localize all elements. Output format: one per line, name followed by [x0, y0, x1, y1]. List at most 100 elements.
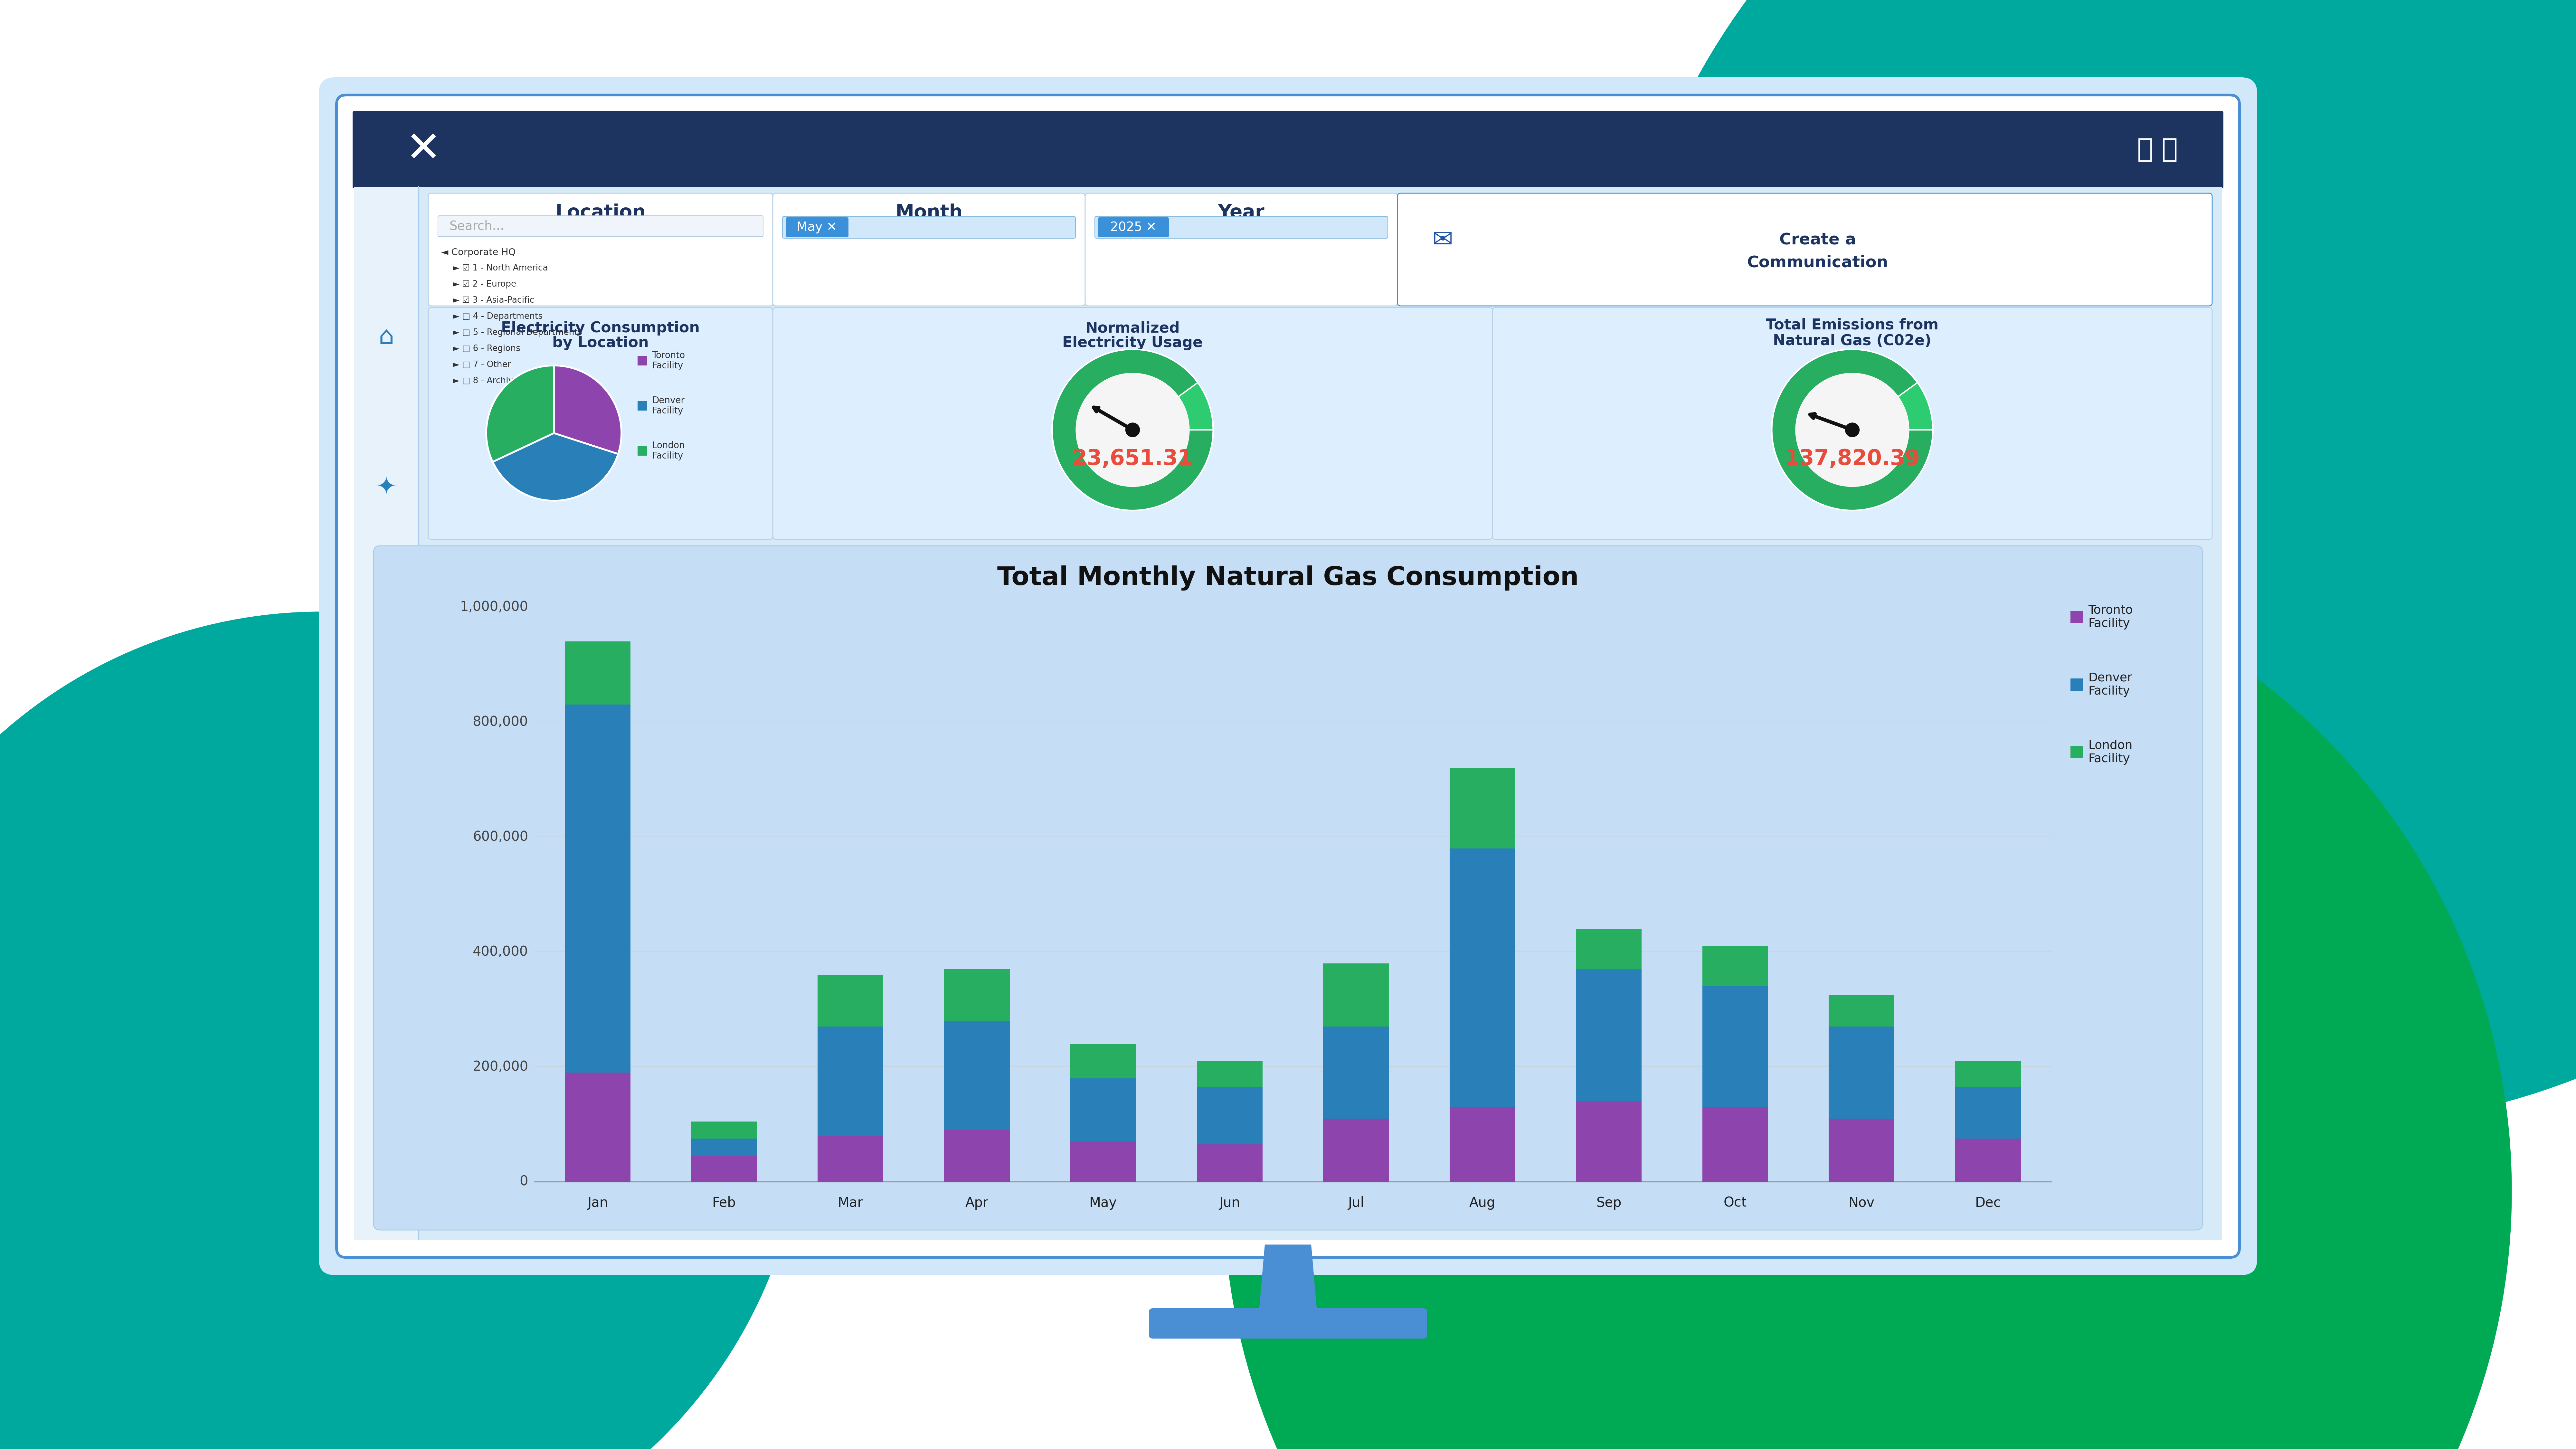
Wedge shape [1772, 349, 1932, 510]
Text: ◄ Corporate HQ: ◄ Corporate HQ [440, 248, 515, 256]
Text: ⌂: ⌂ [379, 325, 394, 349]
Text: by Location: by Location [551, 336, 649, 351]
FancyBboxPatch shape [1955, 1139, 2020, 1182]
FancyBboxPatch shape [783, 216, 1077, 238]
Text: London
Facility: London Facility [652, 440, 685, 461]
Text: ► □ 5 - Regional Departments: ► □ 5 - Regional Departments [448, 329, 582, 336]
FancyBboxPatch shape [1198, 1087, 1262, 1145]
FancyBboxPatch shape [374, 546, 2202, 1230]
Text: ► □ 4 - Departments: ► □ 4 - Departments [448, 313, 544, 320]
Text: Feb: Feb [711, 1197, 737, 1210]
Text: 23,651.31: 23,651.31 [1072, 448, 1193, 469]
Circle shape [1844, 423, 1860, 438]
Text: Jul: Jul [1347, 1197, 1365, 1210]
Text: Denver
Facility: Denver Facility [2089, 672, 2133, 697]
FancyBboxPatch shape [337, 96, 2239, 1258]
Text: 2025 ✕: 2025 ✕ [1110, 222, 1157, 233]
FancyBboxPatch shape [2071, 746, 2081, 758]
FancyBboxPatch shape [1095, 216, 1388, 238]
FancyBboxPatch shape [1198, 1145, 1262, 1182]
Text: ► ☑ 2 - Europe: ► ☑ 2 - Europe [448, 280, 515, 288]
Text: 137,820.39: 137,820.39 [1785, 448, 1919, 469]
FancyBboxPatch shape [690, 1122, 757, 1139]
FancyBboxPatch shape [1955, 1087, 2020, 1139]
Text: Mar: Mar [837, 1197, 863, 1210]
FancyBboxPatch shape [1703, 987, 1767, 1107]
Wedge shape [1051, 349, 1213, 510]
Text: ► □ 7 - Other: ► □ 7 - Other [448, 361, 510, 369]
FancyBboxPatch shape [1703, 1107, 1767, 1182]
Text: ✕: ✕ [404, 129, 440, 170]
Text: Oct: Oct [1723, 1197, 1747, 1210]
FancyBboxPatch shape [817, 975, 884, 1026]
Wedge shape [1772, 349, 1932, 510]
Circle shape [1795, 374, 1909, 487]
FancyBboxPatch shape [1084, 193, 1396, 306]
Text: Location: Location [556, 203, 647, 222]
FancyBboxPatch shape [1324, 1119, 1388, 1182]
FancyBboxPatch shape [639, 401, 647, 410]
Text: Year: Year [1218, 203, 1265, 222]
FancyBboxPatch shape [438, 216, 762, 236]
Circle shape [0, 611, 804, 1449]
Text: ▶: ▶ [376, 626, 397, 651]
Text: Natural Gas (C02e): Natural Gas (C02e) [1772, 335, 1932, 349]
Wedge shape [487, 365, 554, 462]
Text: London
Facility: London Facility [2089, 739, 2133, 765]
Circle shape [1610, 0, 2576, 1127]
Text: 800,000: 800,000 [471, 716, 528, 729]
FancyBboxPatch shape [417, 187, 2221, 1240]
FancyBboxPatch shape [1492, 307, 2213, 539]
Text: May ✕: May ✕ [796, 222, 837, 233]
FancyBboxPatch shape [1450, 848, 1515, 1107]
Text: Sep: Sep [1597, 1197, 1620, 1210]
Text: ✦: ✦ [376, 475, 397, 500]
FancyBboxPatch shape [1072, 1043, 1136, 1078]
Text: 0: 0 [520, 1175, 528, 1188]
FancyBboxPatch shape [1829, 995, 1893, 1026]
Circle shape [1126, 423, 1139, 438]
FancyBboxPatch shape [639, 446, 647, 455]
Text: Toronto
Facility: Toronto Facility [652, 351, 685, 371]
Text: Normalized: Normalized [1084, 322, 1180, 336]
Text: ► □ 6 - Regions: ► □ 6 - Regions [448, 345, 520, 354]
Wedge shape [1051, 354, 1213, 510]
FancyBboxPatch shape [817, 1026, 884, 1136]
Wedge shape [1051, 349, 1213, 510]
FancyBboxPatch shape [1072, 1078, 1136, 1142]
FancyBboxPatch shape [564, 1072, 631, 1182]
Text: Aug: Aug [1468, 1197, 1497, 1210]
FancyBboxPatch shape [1955, 1061, 2020, 1087]
Text: Month: Month [896, 203, 963, 222]
Text: Apr: Apr [966, 1197, 989, 1210]
FancyBboxPatch shape [1097, 217, 1170, 238]
FancyBboxPatch shape [943, 969, 1010, 1020]
Wedge shape [1051, 349, 1213, 510]
FancyBboxPatch shape [943, 1130, 1010, 1182]
Wedge shape [492, 433, 618, 501]
Wedge shape [1051, 349, 1213, 510]
FancyBboxPatch shape [355, 187, 417, 1240]
FancyBboxPatch shape [690, 1156, 757, 1182]
Text: ► ☑ 1 - North America: ► ☑ 1 - North America [448, 264, 549, 272]
Text: ◉: ◉ [376, 1078, 397, 1101]
FancyBboxPatch shape [773, 307, 1492, 539]
FancyBboxPatch shape [564, 704, 631, 1072]
Text: Electricity Consumption: Electricity Consumption [502, 322, 701, 336]
Wedge shape [1772, 349, 1932, 510]
FancyBboxPatch shape [1396, 193, 2213, 306]
FancyBboxPatch shape [1324, 964, 1388, 1026]
Text: May: May [1090, 1197, 1118, 1210]
FancyBboxPatch shape [1072, 1142, 1136, 1182]
FancyBboxPatch shape [1324, 1026, 1388, 1119]
FancyBboxPatch shape [1577, 929, 1641, 969]
FancyBboxPatch shape [639, 356, 647, 365]
Text: 600,000: 600,000 [471, 830, 528, 843]
Circle shape [1077, 374, 1190, 487]
Text: Total Monthly Natural Gas Consumption: Total Monthly Natural Gas Consumption [997, 565, 1579, 591]
FancyBboxPatch shape [1450, 1107, 1515, 1182]
Text: Denver
Facility: Denver Facility [652, 396, 685, 416]
Text: Jun: Jun [1218, 1197, 1239, 1210]
FancyBboxPatch shape [1829, 1119, 1893, 1182]
FancyBboxPatch shape [1829, 1026, 1893, 1119]
